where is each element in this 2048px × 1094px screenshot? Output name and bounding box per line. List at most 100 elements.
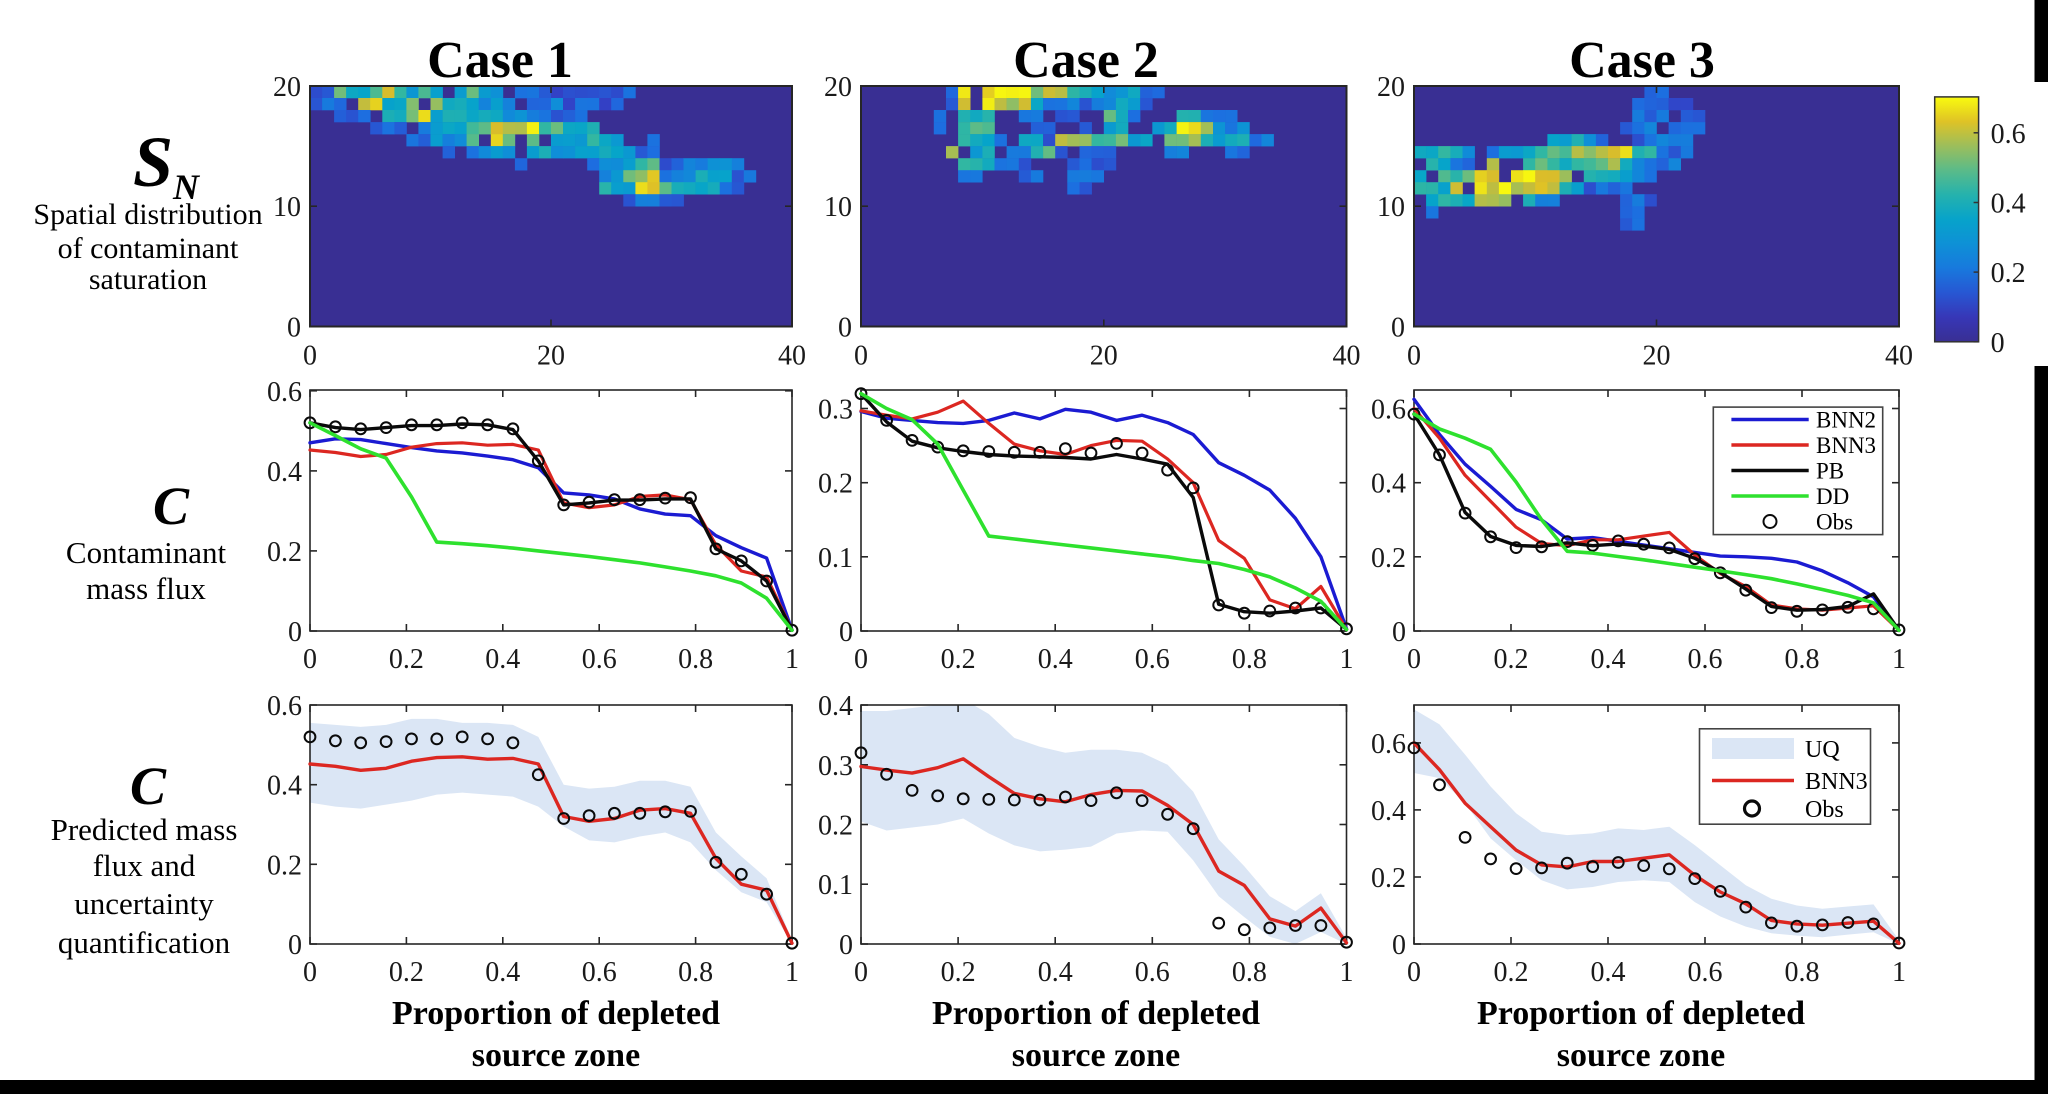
svg-text:0: 0 bbox=[287, 313, 301, 344]
svg-text:source zone: source zone bbox=[472, 1037, 640, 1074]
svg-text:0.6: 0.6 bbox=[1688, 957, 1723, 988]
svg-text:0: 0 bbox=[854, 341, 868, 372]
svg-text:0: 0 bbox=[303, 341, 317, 372]
svg-text:UQ: UQ bbox=[1805, 737, 1840, 763]
svg-text:uncertainty: uncertainty bbox=[74, 886, 214, 921]
svg-text:Obs: Obs bbox=[1816, 510, 1853, 535]
svg-text:0.2: 0.2 bbox=[1991, 258, 2026, 289]
svg-text:0: 0 bbox=[854, 957, 868, 988]
svg-text:0: 0 bbox=[839, 617, 853, 648]
svg-text:0: 0 bbox=[1407, 957, 1421, 988]
svg-text:mass flux: mass flux bbox=[86, 571, 206, 606]
svg-text:0: 0 bbox=[303, 644, 317, 675]
svg-text:0.6: 0.6 bbox=[1688, 644, 1723, 675]
svg-text:0.2: 0.2 bbox=[941, 957, 976, 988]
svg-text:0.8: 0.8 bbox=[1785, 957, 1820, 988]
svg-text:0.4: 0.4 bbox=[818, 691, 853, 722]
svg-text:source zone: source zone bbox=[1012, 1037, 1180, 1074]
svg-text:DD: DD bbox=[1816, 484, 1849, 509]
svg-text:0.2: 0.2 bbox=[1494, 644, 1529, 675]
svg-text:0.8: 0.8 bbox=[1232, 957, 1267, 988]
svg-text:0.2: 0.2 bbox=[389, 957, 424, 988]
svg-text:40: 40 bbox=[778, 341, 806, 372]
svg-text:0.4: 0.4 bbox=[1038, 957, 1073, 988]
svg-text:0.6: 0.6 bbox=[1991, 119, 2026, 150]
svg-text:0.4: 0.4 bbox=[1591, 644, 1626, 675]
svg-text:PB: PB bbox=[1816, 459, 1844, 484]
svg-text:Case 3: Case 3 bbox=[1569, 32, 1715, 89]
svg-text:0.3: 0.3 bbox=[818, 395, 853, 426]
svg-text:Proportion of depleted: Proportion of depleted bbox=[1477, 995, 1805, 1032]
svg-text:0: 0 bbox=[839, 930, 853, 961]
svg-text:0.1: 0.1 bbox=[818, 543, 853, 574]
svg-text:C: C bbox=[153, 476, 190, 536]
svg-text:0.8: 0.8 bbox=[678, 957, 713, 988]
svg-text:0.8: 0.8 bbox=[1232, 644, 1267, 675]
svg-text:20: 20 bbox=[1090, 341, 1118, 372]
svg-text:Spatial distribution: Spatial distribution bbox=[33, 198, 262, 231]
svg-text:0.6: 0.6 bbox=[582, 957, 617, 988]
svg-text:Contaminant: Contaminant bbox=[66, 535, 227, 570]
svg-text:flux and: flux and bbox=[93, 848, 196, 883]
svg-text:0.2: 0.2 bbox=[818, 469, 853, 500]
svg-text:0.2: 0.2 bbox=[389, 644, 424, 675]
svg-text:0.4: 0.4 bbox=[1991, 189, 2026, 220]
svg-text:0: 0 bbox=[1991, 328, 2005, 359]
svg-text:1: 1 bbox=[1892, 957, 1906, 988]
svg-text:Case 1: Case 1 bbox=[427, 32, 573, 89]
svg-text:0.4: 0.4 bbox=[267, 457, 302, 488]
svg-text:1: 1 bbox=[785, 957, 799, 988]
svg-text:Predicted mass: Predicted mass bbox=[51, 812, 238, 847]
svg-text:20: 20 bbox=[273, 72, 301, 103]
svg-text:0: 0 bbox=[854, 644, 868, 675]
svg-text:0.2: 0.2 bbox=[1371, 863, 1406, 894]
svg-text:0.1: 0.1 bbox=[818, 870, 853, 901]
svg-text:0: 0 bbox=[288, 930, 302, 961]
svg-text:BNN2: BNN2 bbox=[1816, 408, 1876, 433]
svg-text:0.3: 0.3 bbox=[818, 751, 853, 782]
svg-text:0.4: 0.4 bbox=[1038, 644, 1073, 675]
svg-text:0: 0 bbox=[1391, 313, 1405, 344]
svg-text:0.4: 0.4 bbox=[1591, 957, 1626, 988]
svg-text:40: 40 bbox=[1885, 341, 1913, 372]
svg-text:0: 0 bbox=[288, 617, 302, 648]
svg-text:1: 1 bbox=[785, 644, 799, 675]
svg-text:0.6: 0.6 bbox=[1135, 644, 1170, 675]
svg-text:of contaminant: of contaminant bbox=[58, 232, 239, 265]
svg-text:source zone: source zone bbox=[1557, 1037, 1725, 1074]
svg-text:20: 20 bbox=[1377, 72, 1405, 103]
svg-text:10: 10 bbox=[824, 192, 852, 223]
svg-text:0.2: 0.2 bbox=[267, 850, 302, 881]
svg-text:Case 2: Case 2 bbox=[1013, 32, 1159, 89]
svg-text:0: 0 bbox=[1407, 644, 1421, 675]
svg-text:0.4: 0.4 bbox=[1371, 796, 1406, 827]
svg-text:Obs: Obs bbox=[1805, 797, 1844, 823]
svg-text:0.6: 0.6 bbox=[1371, 729, 1406, 760]
svg-text:0.4: 0.4 bbox=[267, 771, 302, 802]
svg-text:1: 1 bbox=[1340, 957, 1354, 988]
svg-text:10: 10 bbox=[1377, 192, 1405, 223]
svg-text:1: 1 bbox=[1340, 644, 1354, 675]
svg-text:0.2: 0.2 bbox=[1494, 957, 1529, 988]
svg-text:saturation: saturation bbox=[89, 263, 207, 296]
svg-text:0.4: 0.4 bbox=[1371, 469, 1406, 500]
svg-text:BNN3: BNN3 bbox=[1816, 433, 1876, 458]
svg-text:0: 0 bbox=[303, 957, 317, 988]
svg-text:quantification: quantification bbox=[58, 925, 231, 960]
svg-text:1: 1 bbox=[1892, 644, 1906, 675]
svg-text:C: C bbox=[130, 756, 167, 816]
svg-text:Proportion of depleted: Proportion of depleted bbox=[932, 995, 1260, 1032]
svg-text:0.2: 0.2 bbox=[818, 811, 853, 842]
svg-text:0: 0 bbox=[1392, 930, 1406, 961]
svg-text:0.2: 0.2 bbox=[267, 537, 302, 568]
svg-text:Proportion of depleted: Proportion of depleted bbox=[392, 995, 720, 1032]
svg-text:0.6: 0.6 bbox=[582, 644, 617, 675]
svg-text:0.4: 0.4 bbox=[485, 957, 520, 988]
svg-text:0.2: 0.2 bbox=[941, 644, 976, 675]
svg-text:0: 0 bbox=[1407, 341, 1421, 372]
svg-text:0: 0 bbox=[1392, 617, 1406, 648]
svg-text:0.2: 0.2 bbox=[1371, 543, 1406, 574]
svg-text:0.4: 0.4 bbox=[485, 644, 520, 675]
svg-text:0.6: 0.6 bbox=[267, 377, 302, 408]
svg-text:0.6: 0.6 bbox=[1371, 395, 1406, 426]
